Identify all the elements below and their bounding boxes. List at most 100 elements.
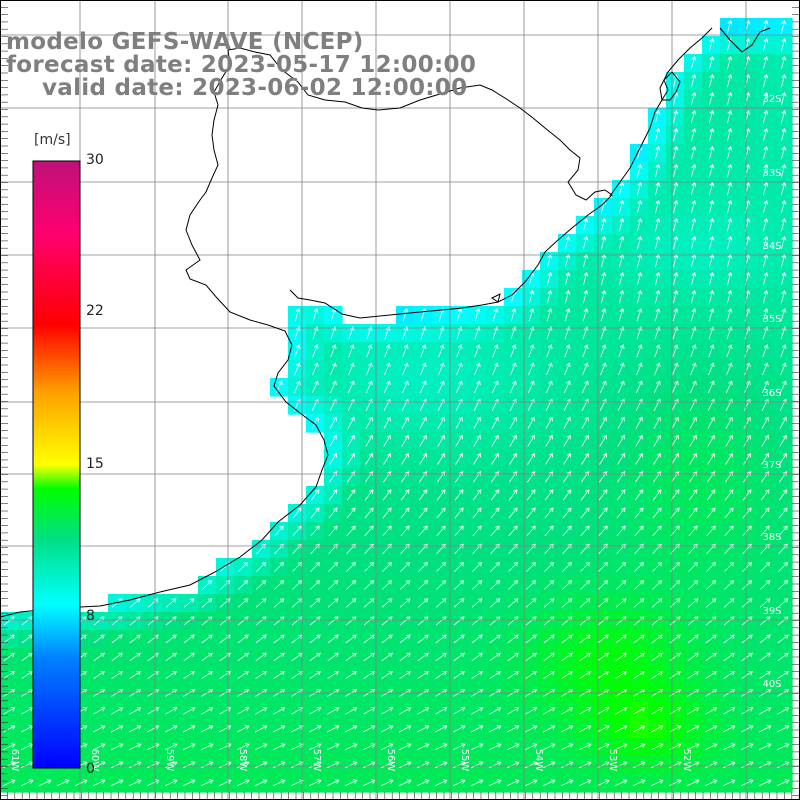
wind-arrow (654, 308, 661, 322)
wind-arrow (255, 670, 268, 679)
wind-arrow (759, 725, 772, 733)
wind-cell (468, 612, 487, 631)
longitude-label: 55W (459, 749, 470, 772)
wind-arrow (110, 761, 124, 769)
wind-cell (396, 432, 415, 451)
wind-arrow (582, 362, 589, 376)
wind-cell (504, 522, 523, 541)
wind-arrow (725, 380, 733, 394)
wind-cell (342, 468, 361, 487)
wind-arrow (687, 598, 699, 608)
wind-arrow (456, 326, 463, 340)
wind-arrow (704, 761, 718, 769)
wind-arrow (580, 561, 591, 572)
wind-cell (540, 666, 559, 685)
wind-arrow (723, 634, 735, 644)
wind-cell (522, 432, 541, 451)
wind-arrow (434, 779, 448, 787)
wind-cell (522, 504, 541, 523)
wind-cell (594, 540, 613, 559)
wind-arrow (294, 308, 301, 322)
wind-arrow (724, 579, 735, 590)
wind-cell (468, 558, 487, 577)
wind-cell (270, 576, 289, 595)
wind-cell (576, 558, 595, 577)
wind-arrow (741, 652, 753, 662)
wind-arrow (706, 579, 717, 590)
longitude-label: 59W (164, 749, 175, 772)
wind-arrow (654, 289, 661, 304)
wind-cell (558, 666, 577, 685)
wind-arrow (707, 416, 715, 429)
wind-cell (720, 414, 739, 433)
wind-cell (702, 414, 721, 433)
wind-arrow (308, 779, 322, 787)
wind-cell (594, 648, 613, 667)
wind-arrow (760, 489, 770, 501)
wind-cell (414, 468, 433, 487)
wind-arrow (454, 525, 464, 537)
wind-arrow (672, 163, 679, 178)
wind-arrow (129, 598, 141, 608)
wind-arrow (652, 525, 662, 537)
wind-cell (252, 540, 271, 559)
wind-cell (612, 450, 631, 469)
wind-arrow (146, 779, 160, 787)
wind-cell (486, 486, 505, 505)
wind-cell (576, 594, 595, 613)
wind-arrow (726, 109, 733, 124)
wind-arrow (653, 380, 661, 394)
wind-cell (342, 702, 361, 721)
wind-arrow (292, 525, 302, 537)
wind-cell (738, 486, 757, 505)
wind-cell (774, 630, 793, 649)
wind-arrow (690, 308, 697, 322)
wind-cell (540, 396, 559, 415)
wind-cell (576, 666, 595, 685)
wind-arrow (489, 652, 501, 662)
wind-cell (378, 558, 397, 577)
wind-arrow (653, 416, 661, 429)
wind-arrow (182, 761, 196, 769)
wind-cell (18, 648, 37, 667)
wind-arrow (618, 217, 625, 232)
wind-cell (144, 702, 163, 721)
wind-arrow (562, 489, 572, 501)
wind-arrow (417, 707, 430, 715)
wind-arrow (438, 326, 445, 340)
wind-cell (396, 648, 415, 667)
wind-cell (774, 540, 793, 559)
wind-arrow (686, 761, 700, 769)
wind-arrow (761, 452, 769, 465)
wind-arrow (671, 416, 679, 429)
wind-arrow (329, 434, 337, 447)
wind-cell (720, 648, 739, 667)
latitude-label: 34S (762, 241, 781, 252)
wind-arrow (435, 598, 447, 608)
wind-cell (324, 630, 343, 649)
wind-arrow (672, 235, 679, 250)
wind-arrow (759, 652, 771, 662)
wind-arrow (689, 380, 697, 394)
wind-cell (594, 432, 613, 451)
wind-arrow (759, 670, 772, 679)
wind-arrow (762, 308, 769, 322)
wind-cell (594, 414, 613, 433)
wind-arrow (687, 707, 700, 715)
wind-arrow (474, 362, 481, 376)
wind-cell (504, 450, 523, 469)
latitude-label: 40S (762, 679, 781, 690)
wind-arrow (690, 91, 697, 106)
wind-arrow (362, 779, 376, 787)
wind-cell (468, 468, 487, 487)
wind-cell (270, 540, 289, 559)
wind-cell (432, 486, 451, 505)
wind-arrow (543, 707, 556, 715)
wind-cell (522, 396, 541, 415)
wind-arrow (597, 707, 610, 715)
wind-cell (378, 630, 397, 649)
wind-arrow (418, 561, 429, 572)
wind-arrow (780, 181, 787, 196)
wind-arrow (618, 344, 625, 358)
colorbar-tick-30: 30 (86, 152, 104, 168)
